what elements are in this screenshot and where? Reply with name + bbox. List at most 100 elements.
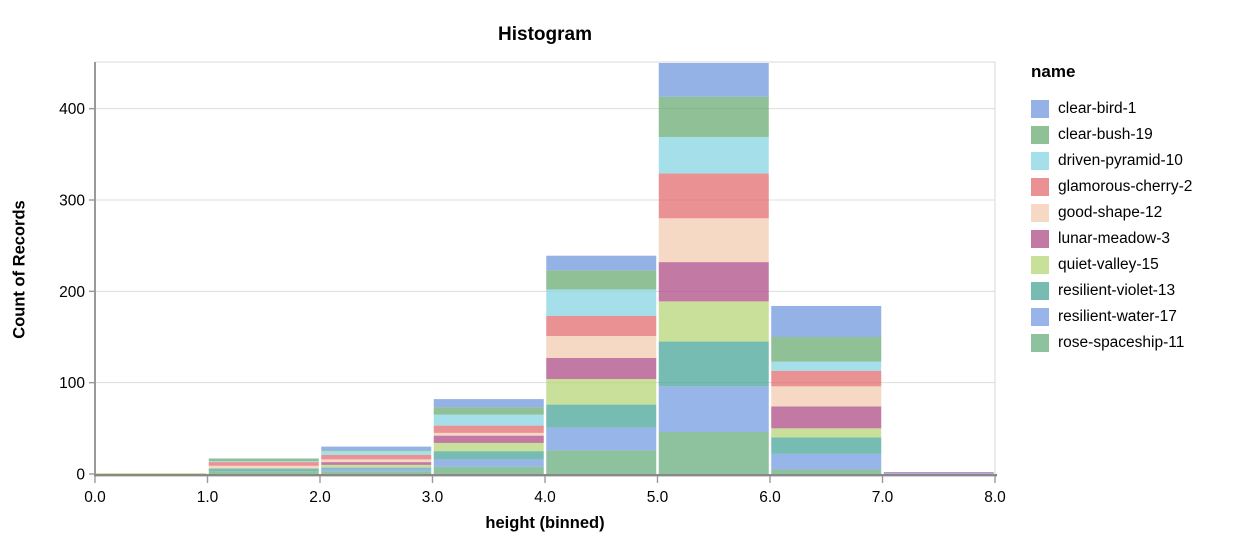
x-tick-label: 4.0 — [534, 489, 556, 506]
bar-segment-resilient-water-17 — [658, 386, 769, 432]
bar-segment-rose-spaceship-11 — [321, 471, 432, 474]
bar-segment-rose-spaceship-11 — [208, 471, 319, 474]
bar-segment-driven-pyramid-10 — [771, 361, 882, 371]
bar-segment-good-shape-12 — [546, 336, 657, 359]
bar-segment-rose-spaceship-11 — [771, 469, 882, 474]
legend-swatch — [1031, 152, 1049, 170]
bar-segment-lunar-meadow-3 — [771, 406, 882, 429]
legend-label: clear-bird-1 — [1058, 100, 1137, 117]
bar-segment-resilient-violet-13 — [208, 468, 319, 472]
legend-item-driven-pyramid-10: driven-pyramid-10 — [1031, 148, 1251, 174]
bar-segment-lunar-meadow-3 — [433, 435, 544, 443]
legend-item-resilient-water-17: resilient-water-17 — [1031, 304, 1251, 330]
bar-segment-driven-pyramid-10 — [658, 136, 769, 174]
bar-segment-clear-bird-1 — [433, 399, 544, 408]
legend-swatch — [1031, 204, 1049, 222]
bar-segment-clear-bush-19 — [546, 270, 657, 290]
y-tick-label: 400 — [59, 101, 85, 118]
bar-segment-quiet-valley-15 — [433, 442, 544, 452]
legend-swatch — [1031, 178, 1049, 196]
x-tick-label: 1.0 — [197, 489, 219, 506]
bar-segment-glamorous-cherry-2 — [771, 370, 882, 387]
bar-segment-glamorous-cherry-2 — [433, 425, 544, 433]
bar-segment-clear-bird-1 — [658, 63, 769, 97]
bar-segment-quiet-valley-15 — [96, 473, 207, 474]
legend-label: clear-bush-19 — [1058, 126, 1153, 143]
x-tick-label: 8.0 — [984, 489, 1006, 506]
bar-segment-rose-spaceship-11 — [658, 431, 769, 474]
legend: name clear-bird-1 clear-bush-19 driven-pyr… — [1031, 62, 1251, 356]
x-tick-label: 2.0 — [309, 489, 331, 506]
bar-segment-lunar-meadow-3 — [658, 262, 769, 302]
bar-segment-rose-spaceship-11 — [433, 466, 544, 474]
bar-segment-driven-pyramid-10 — [433, 414, 544, 426]
bar-segment-resilient-water-17 — [546, 427, 657, 451]
x-axis-title: height (binned) — [485, 514, 605, 532]
bar-segment-resilient-violet-13 — [433, 451, 544, 460]
bar-segment-driven-pyramid-10 — [321, 451, 432, 455]
legend-swatch — [1031, 334, 1049, 352]
bar-segment-resilient-water-17 — [321, 468, 432, 472]
legend-swatch — [1031, 282, 1049, 300]
y-tick-label: 300 — [59, 193, 85, 210]
legend-item-glamorous-cherry-2: glamorous-cherry-2 — [1031, 174, 1251, 200]
bar-segment-resilient-violet-13 — [321, 467, 432, 469]
bar-segment-clear-bird-1 — [321, 446, 432, 451]
legend-item-quiet-valley-15: quiet-valley-15 — [1031, 252, 1251, 278]
legend-item-clear-bird-1: clear-bird-1 — [1031, 96, 1251, 122]
legend-label: good-shape-12 — [1058, 204, 1163, 221]
legend-label: driven-pyramid-10 — [1058, 152, 1183, 169]
legend-label: glamorous-cherry-2 — [1058, 178, 1193, 195]
legend-title: name — [1031, 62, 1076, 81]
bar-segment-lunar-meadow-3 — [321, 462, 432, 465]
y-axis-title: Count of Records — [10, 200, 29, 339]
bar-segment-resilient-violet-13 — [546, 404, 657, 428]
bar-segment-glamorous-cherry-2 — [658, 173, 769, 219]
bar-segment-resilient-violet-13 — [771, 437, 882, 454]
bar-segment-resilient-water-17 — [771, 453, 882, 470]
bar-segment-resilient-water-17 — [433, 459, 544, 467]
legend-item-rose-spaceship-11: rose-spaceship-11 — [1031, 330, 1251, 356]
bar-segment-good-shape-12 — [321, 459, 432, 463]
legend-swatch — [1031, 126, 1049, 144]
legend-swatch — [1031, 308, 1049, 326]
x-tick-label: 7.0 — [872, 489, 894, 506]
bar-segment-driven-pyramid-10 — [208, 461, 319, 463]
legend-label: resilient-violet-13 — [1058, 282, 1176, 299]
bar-segment-good-shape-12 — [658, 218, 769, 263]
bar-segment-lunar-meadow-3 — [883, 472, 994, 474]
bar-segment-good-shape-12 — [771, 386, 882, 407]
bar-segment-good-shape-12 — [433, 432, 544, 436]
x-tick-label: 5.0 — [647, 489, 669, 506]
bar-segment-clear-bird-1 — [546, 255, 657, 271]
legend-swatch — [1031, 230, 1049, 248]
legend-label: rose-spaceship-11 — [1058, 334, 1185, 351]
legend-label: lunar-meadow-3 — [1058, 230, 1170, 247]
y-tick-label: 200 — [59, 284, 85, 301]
x-tick-label: 6.0 — [759, 489, 781, 506]
bar-segment-clear-bird-1 — [771, 305, 882, 337]
bar-segment-quiet-valley-15 — [321, 464, 432, 468]
x-tick-label: 3.0 — [422, 489, 444, 506]
bar-segment-quiet-valley-15 — [546, 379, 657, 405]
chart-title: Histogram — [498, 24, 592, 45]
legend-item-lunar-meadow-3: lunar-meadow-3 — [1031, 226, 1251, 252]
bar-segment-rose-spaceship-11 — [546, 450, 657, 474]
legend-item-resilient-violet-13: resilient-violet-13 — [1031, 278, 1251, 304]
y-tick-label: 100 — [59, 375, 85, 392]
legend-swatch — [1031, 100, 1049, 118]
bar-segment-resilient-water-17 — [883, 473, 994, 474]
bar-segment-clear-bush-19 — [208, 458, 319, 462]
bar-segment-clear-bush-19 — [321, 450, 432, 452]
y-tick-label: 0 — [76, 467, 85, 484]
bar-segment-clear-bush-19 — [658, 96, 769, 137]
bar-segment-glamorous-cherry-2 — [208, 462, 319, 466]
bar-segment-quiet-valley-15 — [658, 301, 769, 342]
legend-label: resilient-water-17 — [1058, 308, 1177, 325]
x-tick-label: 0.0 — [84, 489, 106, 506]
bar-segment-glamorous-cherry-2 — [321, 454, 432, 460]
legend-items: clear-bird-1 clear-bush-19 driven-pyramid-… — [1031, 96, 1251, 356]
bar-segment-clear-bush-19 — [771, 337, 882, 362]
bar-segment-clear-bush-19 — [433, 407, 544, 415]
